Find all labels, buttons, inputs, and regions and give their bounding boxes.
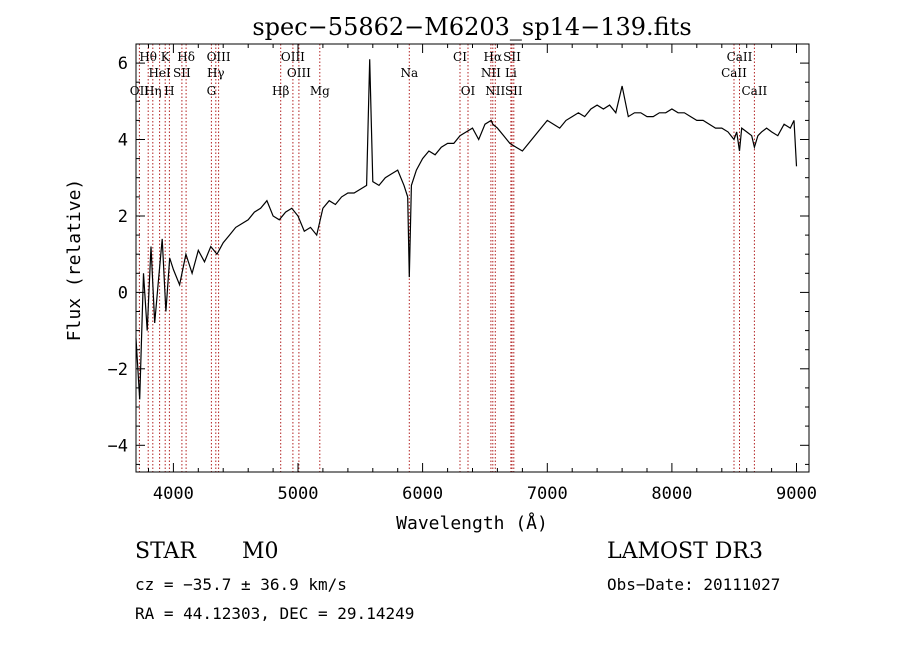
observation-date: Obs−Date: 20111027 [607,575,781,594]
x-tick-label: 5000 [278,484,319,504]
line-label-23: OI [461,84,476,98]
x-tick-label: 9000 [776,484,817,504]
line-label-20: G [207,84,217,98]
line-label-4: OIII [281,50,305,64]
line-label-16: CaII [721,66,747,80]
chart-title: spec−55862−M6203_sp14−139.fits [252,13,691,41]
line-label-12: OIII [287,66,311,80]
plot-frame [135,43,810,473]
y-tick-label: 0 [118,283,128,303]
line-label-15: Li [505,66,517,80]
y-tick-label: −4 [108,436,128,456]
x-tick-label: 7000 [527,484,568,504]
line-label-21: Hβ [272,84,289,98]
coordinates: RA = 44.12303, DEC = 29.14249 [135,604,415,623]
line-label-0: Hθ [139,50,157,64]
line-label-5: CI [453,50,467,64]
x-axis-label: Wavelength (Å) [396,512,548,534]
line-label-2: Hδ [177,50,195,64]
spectrum-line [135,59,798,400]
line-label-18: Hη [144,84,162,98]
y-axis: −4 −2 0 2 4 6 [108,43,809,465]
x-tick-label: 6000 [402,484,443,504]
x-tick-label: 4000 [153,484,194,504]
y-tick-label: 6 [118,54,128,74]
y-tick-label: 2 [118,207,128,227]
object-subclass: M0 [242,539,279,564]
line-label-17: OII [130,84,150,98]
object-class: STAR [135,539,196,564]
line-label-26: CaII [741,84,767,98]
line-label-19: H [164,84,174,98]
line-label-13: Na [400,66,418,80]
y-tick-label: 4 [118,131,128,151]
line-label-24: NII [485,84,505,98]
line-label-11: Hγ [207,66,225,80]
line-label-1: K [161,50,171,64]
y-axis-label: Flux (relative) [64,179,85,342]
line-markers [138,44,755,472]
line-label-9: HeI [148,66,171,80]
line-label-7: SII [503,50,521,64]
x-tick-label: 8000 [651,484,692,504]
redshift-cz: cz = −35.7 ± 36.9 km/s [135,575,347,594]
x-axis: 4000 5000 6000 7000 8000 9000 [148,44,817,504]
line-label-14: NII [481,66,501,80]
line-label-3: OIII [207,50,231,64]
survey-name: LAMOST DR3 [607,539,763,564]
line-label-22: Mg [310,84,330,98]
line-label-6: Hα [484,50,503,64]
line-label-10: SII [173,66,191,80]
line-label-8: CaII [727,50,753,64]
line-label-25: SII [505,84,523,98]
y-tick-label: −2 [108,360,128,380]
